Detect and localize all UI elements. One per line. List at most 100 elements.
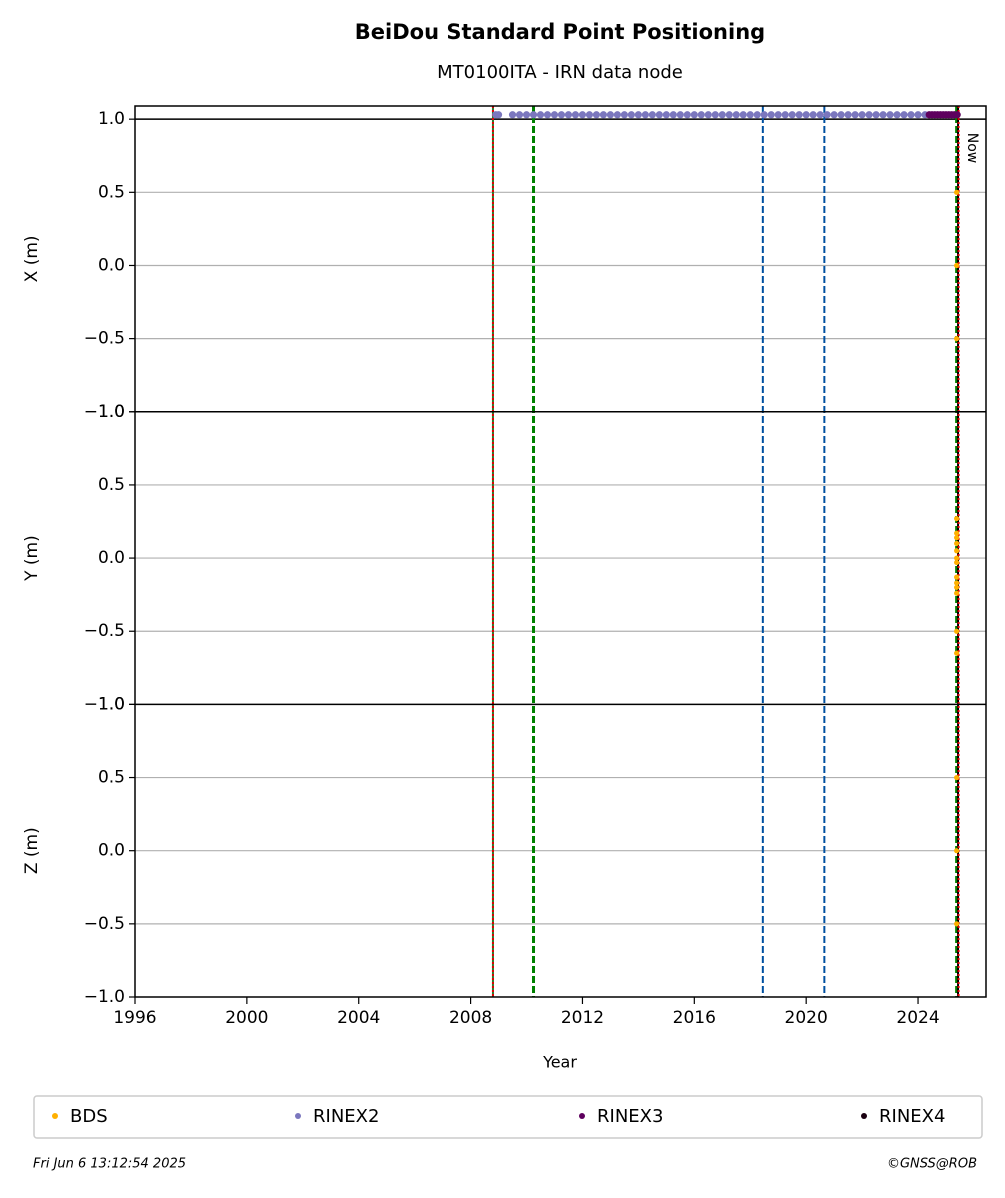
y-axis-label: Y (m) — [22, 535, 42, 582]
data-point — [627, 111, 635, 119]
data-point — [781, 111, 789, 119]
data-point — [739, 111, 747, 119]
chart-title: BeiDou Standard Point Positioning — [355, 20, 765, 44]
data-point — [954, 584, 960, 590]
y-tick-label: 1.0 — [98, 694, 125, 714]
data-point — [536, 111, 545, 119]
data-point — [725, 111, 733, 119]
data-point — [578, 111, 587, 119]
data-point — [606, 111, 615, 119]
y-tick-label: 0.5 — [98, 475, 125, 495]
data-point — [592, 111, 601, 119]
data-point — [676, 111, 684, 119]
data-point — [954, 559, 960, 566]
data-point — [954, 530, 960, 536]
data-point — [662, 111, 670, 119]
y-tick-label: 1.0 — [98, 402, 125, 422]
data-point — [571, 111, 580, 119]
data-point — [550, 111, 559, 119]
y-tick-label: −1.0 — [84, 694, 125, 714]
legend-marker — [579, 1113, 585, 1119]
data-point — [634, 111, 642, 119]
data-point — [954, 580, 960, 586]
data-point — [872, 111, 880, 119]
data-point — [954, 628, 960, 634]
chart-subtitle: MT0100ITA - IRN data node — [437, 62, 683, 83]
data-point — [522, 111, 531, 119]
data-point — [718, 111, 726, 119]
legend-label: RINEX3 — [597, 1106, 663, 1127]
data-point — [599, 111, 608, 119]
data-point — [760, 111, 768, 119]
y-tick-label: −1.0 — [84, 402, 125, 422]
data-point — [900, 111, 908, 119]
data-point — [683, 111, 691, 119]
x-tick-label: 2012 — [561, 1008, 604, 1028]
x-axis-label: Year — [542, 1053, 577, 1072]
data-point — [823, 111, 831, 119]
data-point — [641, 111, 649, 119]
data-point — [529, 111, 538, 119]
y-axis-label: Z (m) — [22, 827, 42, 874]
data-point — [767, 111, 775, 119]
data-point — [816, 111, 824, 119]
data-point — [953, 111, 961, 119]
legend-label: BDS — [70, 1106, 108, 1127]
y-tick-label: 0.5 — [98, 768, 125, 788]
y-axis-label: X (m) — [22, 235, 42, 282]
data-point — [837, 111, 845, 119]
data-point — [907, 111, 915, 119]
data-point — [515, 111, 524, 119]
data-point — [954, 540, 960, 547]
data-point — [802, 111, 810, 119]
data-point — [732, 111, 740, 119]
data-point — [557, 111, 566, 119]
data-point — [690, 111, 698, 119]
x-tick-label: 2020 — [785, 1008, 828, 1028]
data-point — [613, 111, 622, 119]
data-point — [954, 555, 960, 561]
y-tick-label: 0.0 — [98, 255, 125, 275]
data-point — [865, 111, 873, 119]
data-point — [564, 111, 573, 119]
y-tick-label: 1.0 — [98, 109, 125, 129]
data-point — [844, 111, 852, 119]
data-point — [954, 548, 960, 554]
data-point — [648, 111, 656, 119]
data-point — [746, 111, 754, 119]
data-point — [954, 848, 960, 854]
plot-frame — [134, 105, 987, 998]
data-point — [893, 111, 901, 119]
data-point — [788, 111, 796, 119]
data-point — [795, 111, 803, 119]
data-point — [585, 111, 594, 119]
data-point — [620, 111, 629, 119]
y-tick-label: 0.0 — [98, 841, 125, 861]
x-tick-label: 2016 — [673, 1008, 716, 1028]
legend-label: RINEX4 — [879, 1106, 945, 1127]
data-point — [830, 111, 838, 119]
legend-marker — [52, 1113, 58, 1119]
data-point — [954, 189, 960, 195]
data-point — [858, 111, 866, 119]
data-point — [954, 590, 960, 596]
data-point — [543, 111, 552, 119]
x-tick-label: 1996 — [113, 1008, 156, 1028]
x-tick-label: 2024 — [896, 1008, 939, 1028]
data-point — [753, 111, 761, 119]
data-point — [954, 336, 960, 342]
data-point — [954, 574, 960, 580]
y-tick-label: −0.5 — [84, 329, 125, 349]
data-point — [886, 111, 894, 119]
y-tick-label: 0.5 — [98, 182, 125, 202]
data-point — [704, 111, 712, 119]
x-tick-label: 2008 — [449, 1008, 492, 1028]
data-point — [851, 111, 859, 119]
data-point — [914, 111, 922, 119]
data-point — [954, 921, 960, 927]
data-point — [954, 650, 960, 656]
data-point — [954, 535, 960, 541]
footer-date: Fri Jun 6 13:12:54 2025 — [33, 1157, 186, 1172]
y-tick-label: −0.5 — [84, 621, 125, 641]
